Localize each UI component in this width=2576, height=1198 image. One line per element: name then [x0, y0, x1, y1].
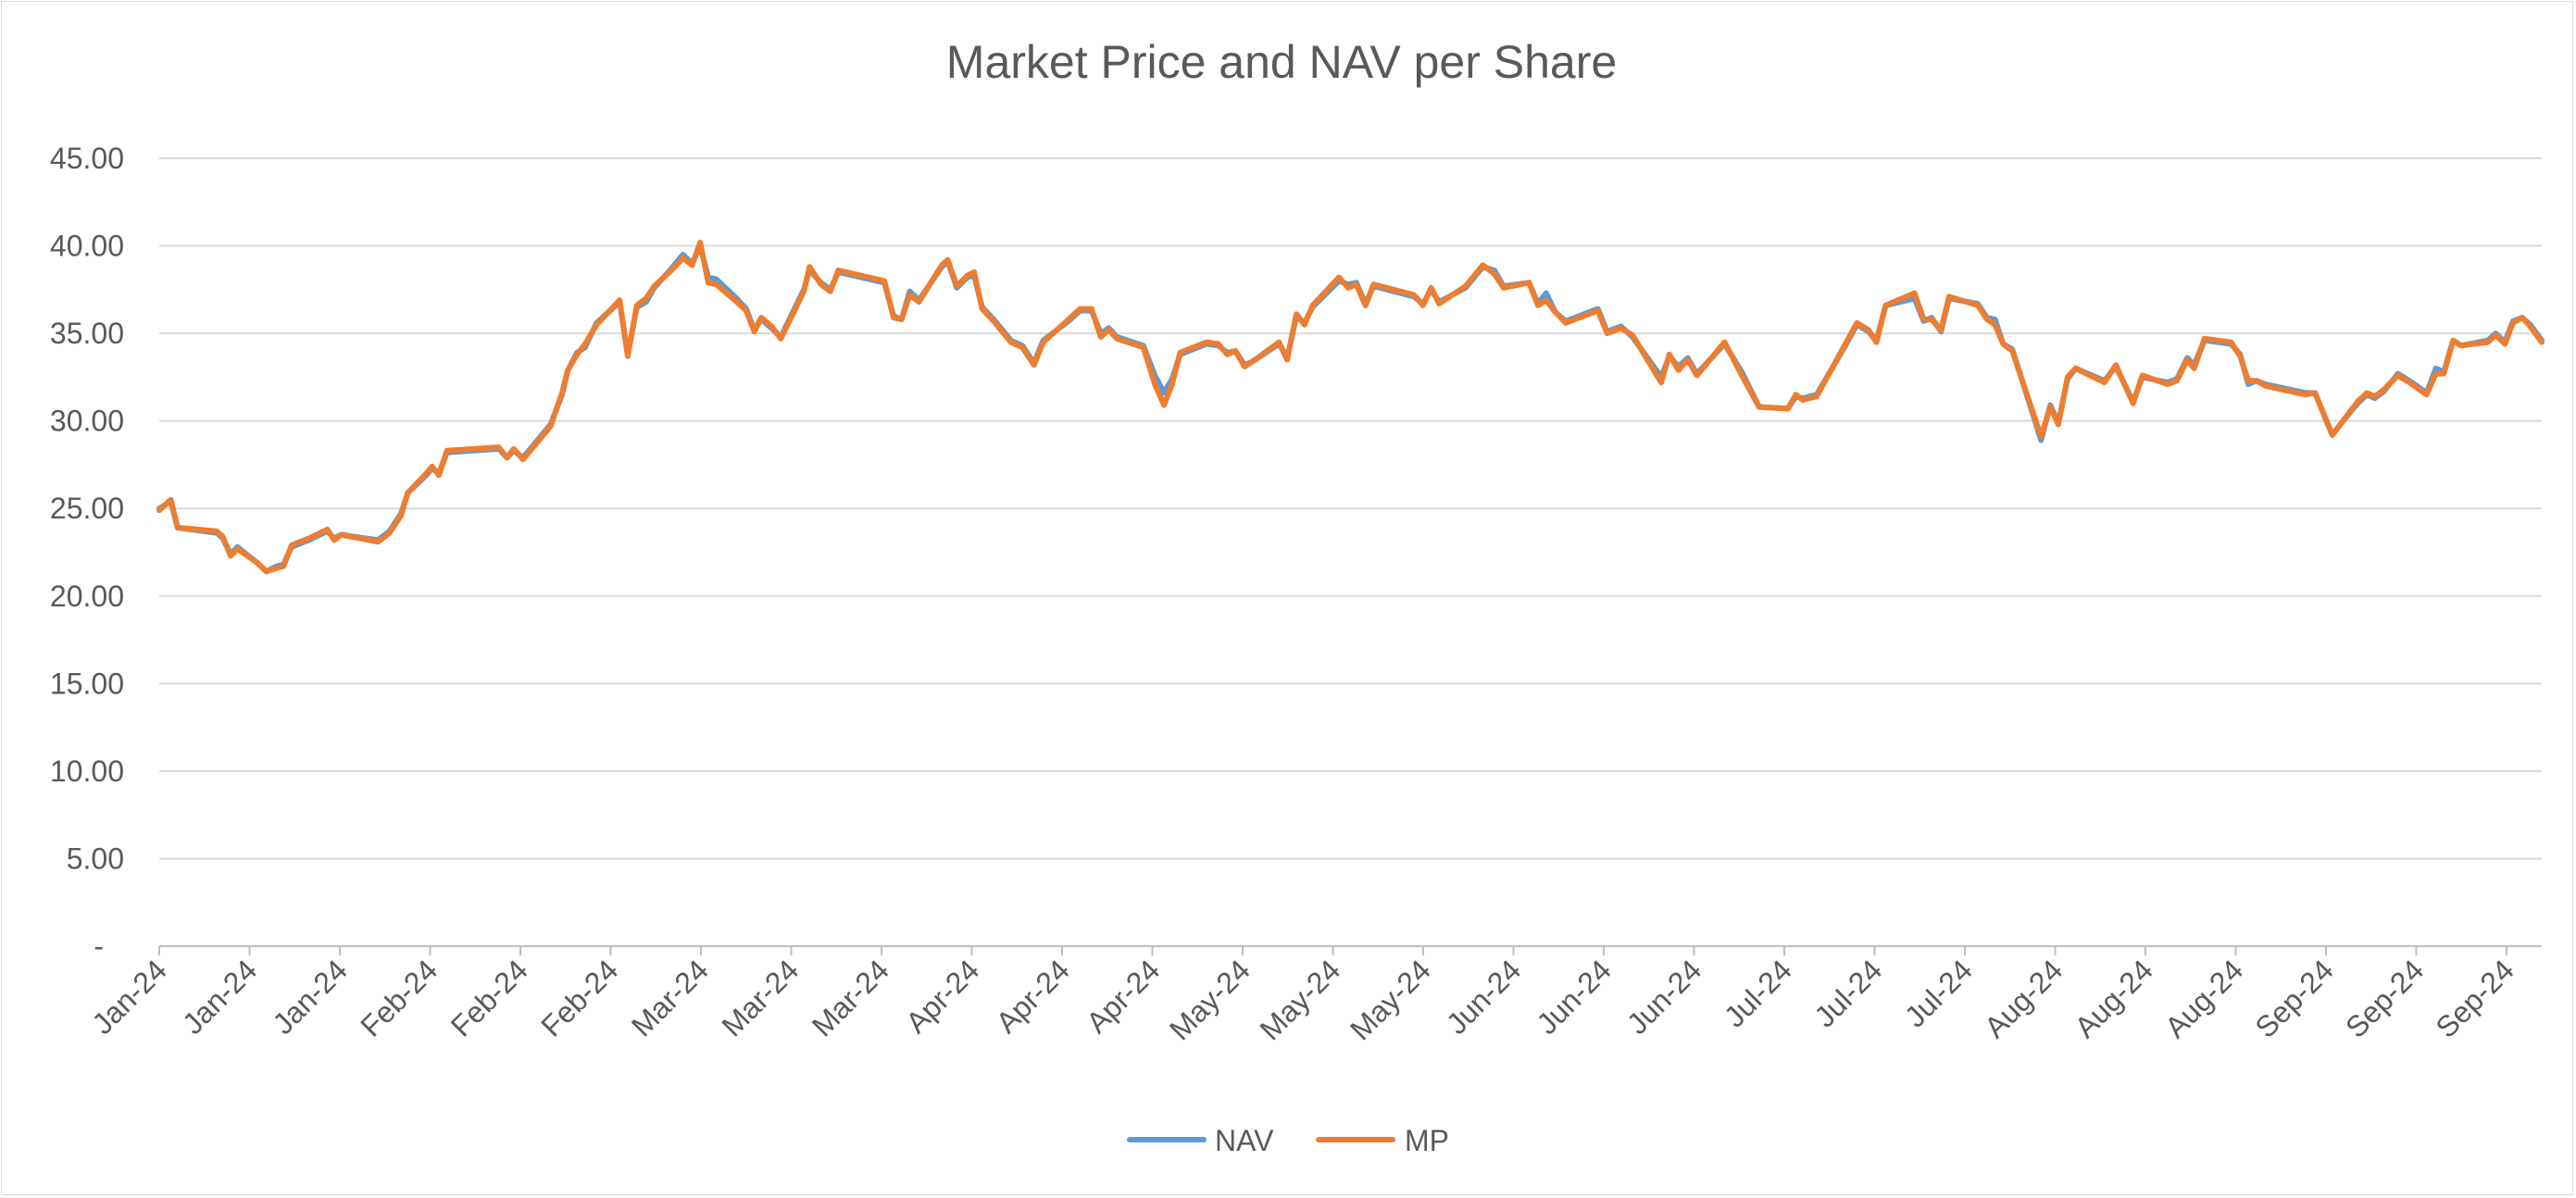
- x-tick-label: Mar-24: [625, 953, 715, 1042]
- series-lines: [156, 239, 2545, 575]
- x-tick-label: Jun-24: [1530, 953, 1618, 1041]
- y-axis: - 5.00 10.00 15.00 20.00 25.00 30.00 35.00 40.00…: [50, 142, 124, 963]
- x-tick-label: Jul-24: [1718, 953, 1798, 1033]
- y-tick-label: 45.00: [50, 142, 124, 175]
- x-tick-label: Apr-24: [899, 953, 985, 1039]
- y-tick-label: 5.00: [67, 842, 124, 875]
- x-tick-label: Mar-24: [715, 953, 805, 1042]
- y-tick-label: 25.00: [50, 492, 124, 525]
- x-tick-label: Feb-24: [354, 953, 444, 1042]
- y-tick-label: 15.00: [50, 667, 124, 700]
- x-tick-label: Jun-24: [1620, 953, 1708, 1041]
- y-tick-label: -: [94, 930, 104, 963]
- y-tick-label: 35.00: [50, 317, 124, 350]
- x-axis: Jan-24 Jan-24 Jan-24 Feb-24 Feb-24 Feb-24 Mar-…: [85, 945, 2542, 1046]
- x-tick-label: Aug-24: [2069, 953, 2159, 1043]
- x-tick-label: Aug-24: [2158, 953, 2249, 1043]
- legend-label-nav[interactable]: NAV: [1215, 1124, 1274, 1157]
- x-tick-label: Sep-24: [2339, 953, 2430, 1043]
- x-tick-label: Jul-24: [1807, 953, 1888, 1033]
- y-tick-label: 10.00: [50, 755, 124, 788]
- x-tick-label: May-24: [1163, 953, 1257, 1046]
- x-tick-label: Apr-24: [990, 953, 1076, 1039]
- x-tick-label: Aug-24: [1978, 953, 2069, 1043]
- y-tick-label: 40.00: [50, 230, 124, 263]
- y-tick-label: 30.00: [50, 405, 124, 438]
- x-tick-label: Sep-24: [2249, 953, 2340, 1043]
- x-tick-label: Feb-24: [534, 953, 624, 1042]
- x-tick-label: Feb-24: [444, 953, 534, 1042]
- x-tick-label: Jan-24: [266, 953, 354, 1041]
- x-tick-label: Mar-24: [806, 953, 895, 1042]
- x-tick-label: Jun-24: [1440, 953, 1528, 1041]
- x-tick-label: Jan-24: [85, 953, 173, 1041]
- x-tick-label: Jul-24: [1898, 953, 1979, 1033]
- x-tick-label: May-24: [1254, 953, 1347, 1046]
- x-tick-label: Jan-24: [176, 953, 264, 1041]
- chart-title: Market Price and NAV per Share: [946, 36, 1617, 88]
- y-tick-label: 20.00: [50, 580, 124, 613]
- x-tick-label: Apr-24: [1080, 953, 1166, 1039]
- x-tick-label: Sep-24: [2430, 953, 2520, 1043]
- gridlines: [159, 157, 2542, 860]
- legend[interactable]: NAV MP: [1127, 1124, 1449, 1157]
- x-tick-label: May-24: [1344, 953, 1437, 1046]
- series-line-nav: [156, 243, 2545, 575]
- series-line-mp: [156, 239, 2545, 575]
- legend-label-mp[interactable]: MP: [1405, 1124, 1449, 1157]
